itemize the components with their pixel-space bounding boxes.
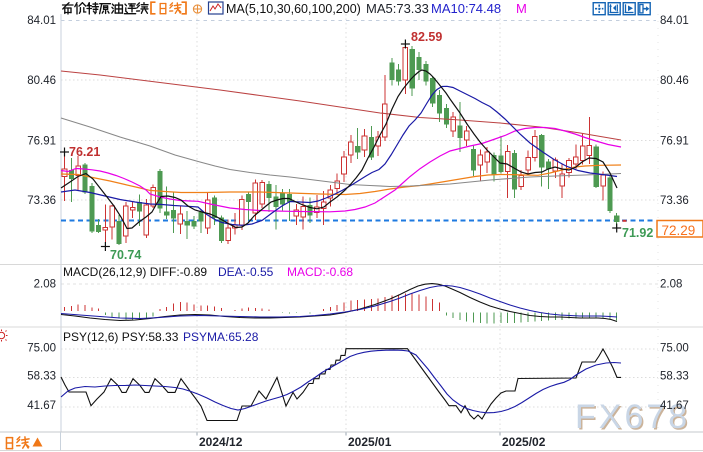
svg-text:41.67: 41.67 — [27, 400, 56, 412]
svg-text:58.33: 58.33 — [27, 371, 56, 383]
svg-text:75.00: 75.00 — [27, 343, 56, 355]
svg-text:72.29: 72.29 — [662, 223, 696, 238]
svg-text:80.46: 80.46 — [660, 75, 689, 87]
svg-text:84.01: 84.01 — [660, 15, 689, 27]
svg-text:DEA:-0.55: DEA:-0.55 — [218, 265, 274, 279]
svg-text:75.00: 75.00 — [660, 343, 689, 355]
svg-text:73.36: 73.36 — [660, 195, 689, 207]
svg-text:82.59: 82.59 — [411, 30, 442, 44]
svg-text:PSY(12,6) PSY:58.33: PSY(12,6) PSY:58.33 — [63, 330, 179, 344]
svg-text:58.33: 58.33 — [660, 371, 689, 383]
svg-text:MA5:73.33: MA5:73.33 — [366, 1, 429, 16]
svg-text:71.92: 71.92 — [622, 226, 653, 240]
svg-text:M: M — [516, 1, 527, 16]
svg-text:70.74: 70.74 — [110, 248, 141, 262]
svg-text:MA10:74.48: MA10:74.48 — [431, 1, 501, 16]
svg-text:FX678: FX678 — [575, 398, 690, 436]
svg-text:76.91: 76.91 — [27, 136, 56, 148]
svg-text:80.46: 80.46 — [27, 75, 56, 87]
svg-text:41.67: 41.67 — [660, 400, 689, 412]
svg-text:MACD(26,12,9) DIFF:-0.89: MACD(26,12,9) DIFF:-0.89 — [63, 265, 207, 279]
svg-text:76.91: 76.91 — [660, 136, 689, 148]
svg-text:2025/02: 2025/02 — [502, 435, 546, 449]
svg-text:73.36: 73.36 — [27, 195, 56, 207]
svg-text:PSYMA:65.28: PSYMA:65.28 — [183, 330, 259, 344]
svg-text:2.08: 2.08 — [34, 279, 56, 291]
svg-text:2024/12: 2024/12 — [199, 435, 243, 449]
svg-text:84.01: 84.01 — [27, 15, 56, 27]
svg-text:MACD:-0.68: MACD:-0.68 — [287, 265, 353, 279]
svg-text:2.08: 2.08 — [660, 279, 682, 291]
svg-text:MA(5,10,30,60,100,200): MA(5,10,30,60,100,200) — [226, 2, 361, 16]
svg-text:76.21: 76.21 — [69, 145, 100, 159]
svg-text:2025/01: 2025/01 — [348, 435, 392, 449]
